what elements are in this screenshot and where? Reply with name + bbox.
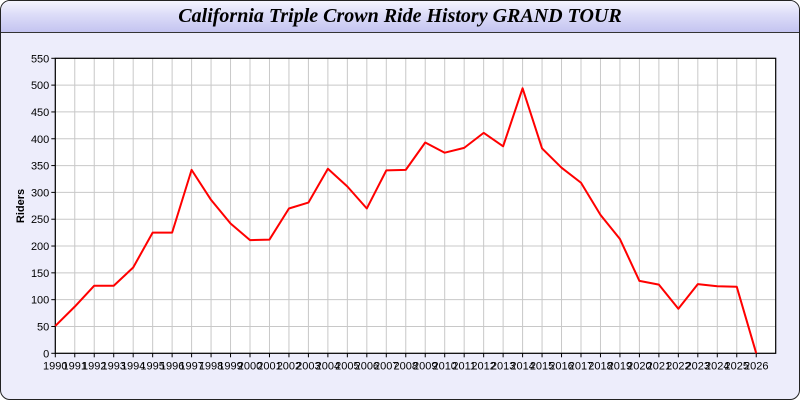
x-tick-label: 2024	[705, 360, 729, 372]
chart-title: California Triple Crown Ride History GRA…	[178, 5, 622, 27]
x-tick-label: 1990	[43, 360, 67, 372]
x-tick-label: 2026	[744, 360, 768, 372]
x-tick-label: 1992	[82, 360, 106, 372]
x-tick-label: 2018	[588, 360, 612, 372]
grid	[54, 57, 776, 354]
y-tick-label: 300	[31, 187, 49, 199]
x-tick-label: 2010	[432, 360, 456, 372]
x-tick-label: 2004	[316, 360, 340, 372]
x-tick-label: 2021	[647, 360, 671, 372]
axes: 0501001502002503003504004505005501990199…	[31, 53, 777, 372]
x-tick-label: 2017	[569, 360, 593, 372]
x-tick-label: 2015	[530, 360, 554, 372]
x-tick-label: 1994	[121, 360, 145, 372]
y-tick-label: 100	[31, 295, 49, 307]
x-tick-label: 2005	[335, 360, 359, 372]
x-tick-label: 2009	[413, 360, 437, 372]
x-tick-label: 2000	[238, 360, 262, 372]
x-tick-label: 1993	[101, 360, 125, 372]
y-tick-label: 550	[31, 53, 49, 65]
y-tick-label: 250	[31, 214, 49, 226]
x-tick-label: 2006	[355, 360, 379, 372]
x-tick-label: 2013	[491, 360, 515, 372]
x-tick-label: 2022	[666, 360, 690, 372]
x-tick-label: 1991	[63, 360, 87, 372]
y-axis-label: Riders	[15, 189, 27, 223]
x-tick-label: 2007	[374, 360, 398, 372]
plot-border	[54, 57, 777, 354]
y-tick-label: 500	[31, 80, 49, 92]
y-tick-label: 150	[31, 268, 49, 280]
x-tick-label: 2001	[257, 360, 281, 372]
x-tick-label: 1998	[199, 360, 223, 372]
x-tick-label: 2002	[277, 360, 301, 372]
x-tick-label: 2023	[686, 360, 710, 372]
x-tick-label: 2011	[452, 360, 476, 372]
plot-area	[55, 58, 776, 354]
series-riders	[54, 87, 758, 354]
y-tick-label: 350	[31, 161, 49, 173]
x-tick-label: 1999	[218, 360, 242, 372]
y-tick-label: 450	[31, 107, 49, 119]
x-tick-label: 2008	[394, 360, 418, 372]
y-tick-label: 50	[37, 321, 49, 333]
x-tick-label: 1995	[140, 360, 164, 372]
y-tick-label: 200	[31, 241, 49, 253]
chart-header: California Triple Crown Ride History GRA…	[1, 1, 799, 33]
x-tick-label: 2016	[549, 360, 573, 372]
x-tick-label: 1997	[179, 360, 203, 372]
x-tick-label: 1996	[160, 360, 184, 372]
y-tick-label: 0	[43, 348, 49, 360]
x-tick-label: 2003	[296, 360, 320, 372]
y-tick-label: 400	[31, 134, 49, 146]
x-tick-label: 2019	[608, 360, 632, 372]
x-tick-label: 2020	[627, 360, 651, 372]
x-tick-label: 2012	[471, 360, 495, 372]
x-tick-label: 2025	[725, 360, 749, 372]
x-tick-label: 2014	[510, 360, 534, 372]
